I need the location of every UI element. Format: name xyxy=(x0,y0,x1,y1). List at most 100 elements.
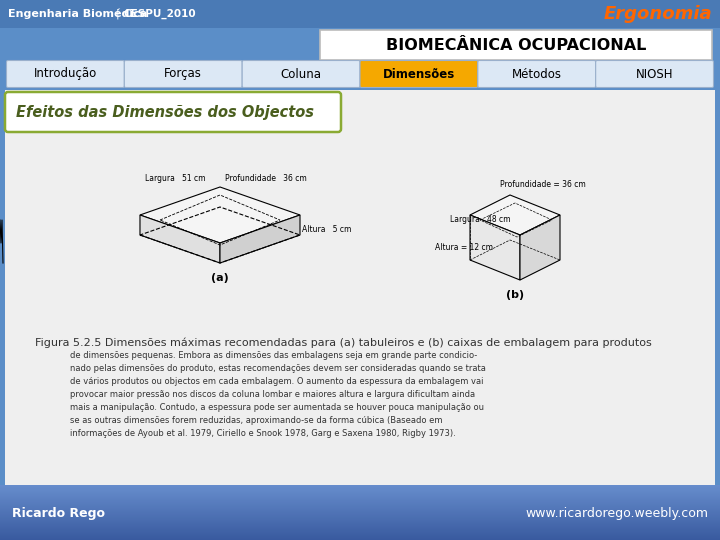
Bar xyxy=(0,510,720,511)
Bar xyxy=(0,516,720,517)
Bar xyxy=(0,485,720,486)
Bar xyxy=(0,518,720,519)
Bar xyxy=(0,533,720,534)
Bar xyxy=(0,535,720,536)
Bar xyxy=(0,528,720,529)
Text: Largura   48 cm: Largura 48 cm xyxy=(450,215,510,225)
FancyBboxPatch shape xyxy=(125,60,242,87)
Bar xyxy=(0,538,720,539)
Bar xyxy=(0,512,720,513)
Bar xyxy=(0,519,720,520)
Text: Introdução: Introdução xyxy=(34,68,97,80)
Text: Engenharia Biomédica: Engenharia Biomédica xyxy=(8,9,148,19)
Text: NIOSH: NIOSH xyxy=(636,68,673,80)
Text: mais a manipulação. Contudo, a espessura pode ser aumentada se houver pouca mani: mais a manipulação. Contudo, a espessura… xyxy=(70,403,484,412)
Polygon shape xyxy=(520,215,560,280)
Polygon shape xyxy=(470,215,520,280)
Bar xyxy=(0,489,720,490)
Bar xyxy=(0,506,720,507)
Text: Coluna: Coluna xyxy=(281,68,322,80)
Bar xyxy=(0,525,720,526)
Bar xyxy=(0,511,720,512)
Bar xyxy=(0,526,720,527)
Text: Ricardo Rego: Ricardo Rego xyxy=(12,507,105,519)
Bar xyxy=(0,498,720,499)
Bar xyxy=(0,503,720,504)
Bar xyxy=(0,532,720,533)
Bar xyxy=(0,530,720,531)
Text: BIOMECÂNICA OCUPACIONAL: BIOMECÂNICA OCUPACIONAL xyxy=(386,37,646,52)
Bar xyxy=(0,491,720,492)
Bar xyxy=(0,493,720,494)
Bar xyxy=(0,502,720,503)
Bar xyxy=(0,500,720,501)
Bar xyxy=(0,521,720,522)
Bar xyxy=(0,515,720,516)
Bar xyxy=(0,514,720,515)
Text: de vários produtos ou objectos em cada embalagem. O aumento da espessura da emba: de vários produtos ou objectos em cada e… xyxy=(70,377,484,386)
Text: Ergonomia: Ergonomia xyxy=(603,5,712,23)
Bar xyxy=(0,499,720,500)
Bar xyxy=(0,0,720,28)
Text: CESPU_2010: CESPU_2010 xyxy=(124,9,197,19)
FancyBboxPatch shape xyxy=(5,92,341,132)
Text: |: | xyxy=(116,9,120,19)
Bar xyxy=(0,494,720,495)
Text: Dimensões: Dimensões xyxy=(383,68,455,80)
Bar xyxy=(0,524,720,525)
Bar xyxy=(0,504,720,505)
Text: Profundidade = 36 cm: Profundidade = 36 cm xyxy=(500,180,586,189)
Text: Forças: Forças xyxy=(164,68,202,80)
FancyBboxPatch shape xyxy=(478,60,595,87)
FancyBboxPatch shape xyxy=(6,60,125,87)
Bar xyxy=(0,508,720,509)
Bar xyxy=(0,531,720,532)
FancyBboxPatch shape xyxy=(595,60,714,87)
Polygon shape xyxy=(140,187,300,243)
Bar xyxy=(0,539,720,540)
Bar xyxy=(0,488,720,489)
Text: Profundidade   36 cm: Profundidade 36 cm xyxy=(225,174,307,183)
Text: Altura   5 cm: Altura 5 cm xyxy=(302,225,351,233)
Bar xyxy=(0,486,720,487)
Bar xyxy=(0,505,720,506)
Text: www.ricardorego.weebly.com: www.ricardorego.weebly.com xyxy=(525,507,708,519)
Text: informações de Ayoub et al. 1979, Ciriello e Snook 1978, Garg e Saxena 1980, Rig: informações de Ayoub et al. 1979, Ciriel… xyxy=(70,429,456,438)
Bar xyxy=(0,529,720,530)
Bar xyxy=(0,507,720,508)
Polygon shape xyxy=(140,215,220,263)
Bar xyxy=(0,534,720,535)
Bar xyxy=(0,527,720,528)
FancyBboxPatch shape xyxy=(242,60,360,87)
Bar xyxy=(5,90,715,485)
FancyBboxPatch shape xyxy=(360,60,478,87)
Bar xyxy=(0,536,720,537)
Text: Figura 5.2.5 Dimensões máximas recomendadas para (a) tabuleiros e (b) caixas de : Figura 5.2.5 Dimensões máximas recomenda… xyxy=(35,338,652,348)
Text: se as outras dimensões forem reduzidas, aproximando-se da forma cúbica (Baseado : se as outras dimensões forem reduzidas, … xyxy=(70,416,443,425)
Text: Largura   51 cm: Largura 51 cm xyxy=(145,174,205,183)
Bar xyxy=(0,517,720,518)
Text: Métodos: Métodos xyxy=(512,68,562,80)
Bar xyxy=(0,487,720,488)
FancyBboxPatch shape xyxy=(320,30,712,60)
Text: Altura = 12 cm: Altura = 12 cm xyxy=(435,242,493,252)
Bar xyxy=(0,522,720,523)
Bar xyxy=(0,490,720,491)
Text: nado pelas dimensões do produto, estas recomendações devem ser consideradas quan: nado pelas dimensões do produto, estas r… xyxy=(70,364,486,373)
Polygon shape xyxy=(220,215,300,263)
Text: (a): (a) xyxy=(211,273,229,283)
Bar xyxy=(0,492,720,493)
Text: Efeitos das Dimensões dos Objectos: Efeitos das Dimensões dos Objectos xyxy=(16,105,314,119)
Bar xyxy=(0,537,720,538)
Bar xyxy=(0,495,720,496)
Text: provocar maior pressão nos discos da coluna lombar e maiores altura e largura di: provocar maior pressão nos discos da col… xyxy=(70,390,475,399)
Text: (b): (b) xyxy=(506,290,524,300)
Bar xyxy=(0,520,720,521)
Bar xyxy=(0,523,720,524)
Polygon shape xyxy=(470,195,560,235)
Bar xyxy=(0,509,720,510)
Bar xyxy=(0,497,720,498)
Bar xyxy=(0,501,720,502)
Bar xyxy=(0,496,720,497)
Text: de dimensões pequenas. Embora as dimensões das embalagens seja em grande parte c: de dimensões pequenas. Embora as dimensõ… xyxy=(70,351,477,360)
